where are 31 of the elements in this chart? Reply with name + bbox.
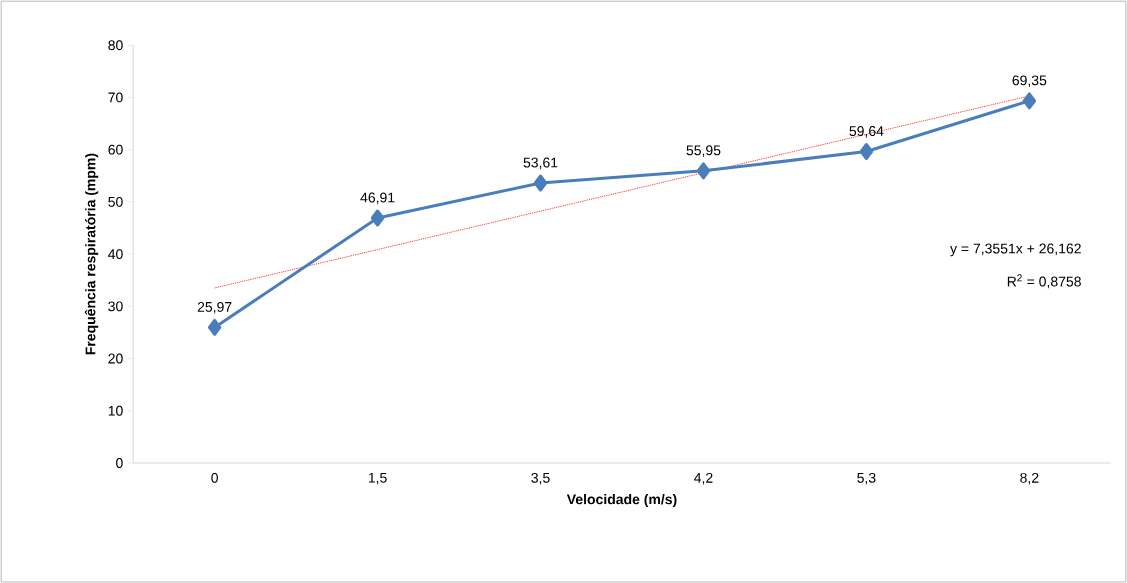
- point: [1022, 92, 1037, 110]
- data-label: 46,91: [360, 192, 395, 205]
- y-tick-label: 10: [108, 405, 123, 416]
- y-axis-title: Frequência respiratória (mpm): [84, 153, 99, 355]
- x-tick-label: 0: [211, 472, 218, 483]
- x-tick-label: 1,5: [368, 472, 387, 485]
- y-tick-label: 70: [108, 92, 123, 103]
- data-label: 59,64: [849, 126, 884, 138]
- y-tick-label: 80: [108, 40, 123, 51]
- y-tick-label: 30: [108, 301, 123, 312]
- point: [696, 162, 711, 180]
- data-label: 25,97: [197, 301, 232, 314]
- y-tick-label: 20: [108, 353, 123, 364]
- data-label: 69,35: [1012, 75, 1047, 87]
- y-tick-label: 50: [108, 196, 123, 207]
- y-tick-label: 40: [108, 249, 123, 259]
- x-tick-label: 4,2: [694, 472, 713, 485]
- x-tick-label: 3,5: [531, 472, 550, 485]
- annotation: y = 7,3551x + 26,162: [950, 243, 1081, 257]
- point: [859, 142, 874, 160]
- point: [207, 318, 222, 336]
- point: [370, 209, 385, 227]
- annotation: R$^{2}$ = 0,8758: [1007, 274, 1081, 289]
- x-axis-title: Velocidade (m/s): [566, 493, 677, 507]
- x-tick-label: 5,3: [857, 472, 876, 485]
- y-tick-label: 60: [108, 144, 123, 155]
- data-label: 53,61: [523, 157, 558, 170]
- data-label: 55,95: [686, 145, 721, 157]
- point: [533, 174, 548, 192]
- x-tick-label: 8,2: [1020, 472, 1039, 485]
- y-tick-label: 0: [116, 457, 123, 468]
